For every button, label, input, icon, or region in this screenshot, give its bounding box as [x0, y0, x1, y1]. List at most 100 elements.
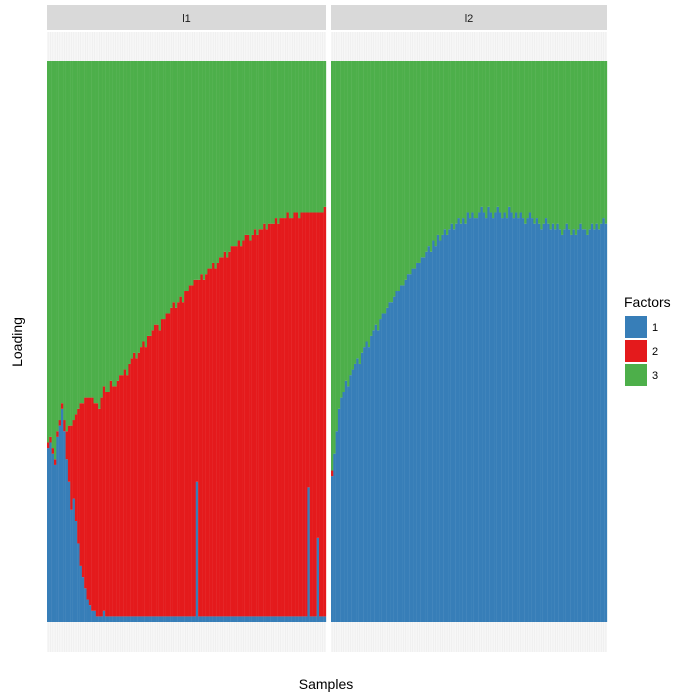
- bar-l1-sample-1-factor-3: [47, 61, 50, 443]
- bar-l2-sample-7-factor-3: [344, 61, 348, 381]
- bar-l1-sample-39-factor-2: [135, 358, 138, 617]
- bar-l1-sample-94-factor-3: [263, 61, 266, 224]
- bar-l1-sample-77-factor-2: [223, 251, 227, 617]
- bar-l1-sample-56-factor-2: [174, 307, 178, 617]
- bar-l1-sample-113-factor-1: [307, 487, 310, 622]
- bar-l1-sample-63-factor-2: [191, 285, 194, 617]
- bar-l2-sample-81-factor-1: [515, 212, 518, 622]
- bar-l1-sample-75-factor-1: [219, 616, 222, 622]
- bar-l1-sample-39-factor-1: [135, 616, 138, 622]
- bar-l1-sample-27-factor-2: [107, 391, 110, 617]
- bar-l2-sample-24-factor-3: [383, 61, 387, 314]
- bar-l1-sample-93-factor-3: [260, 61, 264, 230]
- bar-l1-sample-97-factor-3: [270, 61, 273, 224]
- bar-l1-sample-45-factor-2: [149, 335, 152, 617]
- bar-l1-sample-42-factor-1: [142, 616, 145, 622]
- bar-l2-sample-17-factor-1: [367, 347, 371, 622]
- bar-l2-sample-98-factor-1: [554, 229, 557, 623]
- bar-l1-sample-88-factor-3: [249, 61, 252, 241]
- bar-l2-sample-68-factor-1: [485, 218, 488, 622]
- bar-l1-sample-60-factor-3: [184, 61, 187, 292]
- bar-l2-sample-103-factor-3: [565, 61, 569, 224]
- bar-l2-sample-59-factor-3: [464, 61, 467, 224]
- bar-l2-sample-29-factor-3: [395, 61, 398, 292]
- bar-l1-sample-90-factor-2: [253, 229, 257, 617]
- bar-l2-sample-30-factor-1: [397, 291, 401, 622]
- bar-l1-sample-47-factor-2: [153, 324, 157, 617]
- bar-l2-sample-37-factor-3: [413, 61, 417, 269]
- bar-l2-sample-57-factor-1: [459, 223, 463, 622]
- bar-l2-sample-78-factor-1: [508, 206, 511, 623]
- bar-l1-sample-115-factor-3: [312, 61, 315, 213]
- bar-l1-sample-20-factor-1: [91, 610, 94, 622]
- bar-l2-sample-16-factor-3: [365, 61, 368, 342]
- bar-l1-sample-84-factor-2: [239, 246, 243, 617]
- bar-l1-sample-34-factor-2: [123, 369, 127, 617]
- bar-l2-sample-14-factor-1: [360, 352, 364, 622]
- bar-l1-sample-65-factor-3: [195, 61, 199, 280]
- bar-l2-sample-90-factor-3: [535, 61, 539, 219]
- bar-l1-sample-17-factor-3: [84, 61, 87, 398]
- bar-l2-sample-40-factor-1: [420, 257, 424, 622]
- bar-l1-sample-97-factor-1: [270, 616, 273, 622]
- bar-l1-sample-51-factor-3: [163, 61, 166, 320]
- facet-strip: [331, 5, 607, 30]
- bar-l2-sample-114-factor-3: [590, 61, 594, 224]
- bar-l1-sample-67-factor-2: [200, 274, 203, 617]
- bar-l2-sample-75-factor-3: [501, 61, 504, 219]
- bar-l1-sample-35-factor-1: [126, 616, 129, 622]
- bar-l1-sample-87-factor-3: [246, 61, 250, 235]
- bar-l1-sample-13-factor-3: [74, 61, 78, 415]
- bar-l1-sample-10-factor-2: [67, 425, 71, 482]
- bar-l1-sample-37-factor-2: [130, 358, 134, 617]
- bar-l2-sample-27-factor-1: [390, 302, 394, 622]
- bar-l1-sample-7-factor-3: [60, 61, 64, 404]
- bar-l1-sample-10-factor-1: [67, 481, 71, 622]
- bar-l1-sample-119-factor-2: [321, 212, 324, 617]
- bar-l1-sample-59-factor-2: [181, 302, 185, 617]
- bar-l1-sample-57-factor-3: [177, 61, 180, 303]
- bar-l1-sample-120-factor-2: [323, 206, 327, 617]
- bar-l1-sample-7-factor-2: [60, 403, 64, 409]
- bar-l2-sample-26-factor-3: [388, 61, 391, 303]
- bar-l2-sample-93-factor-3: [542, 61, 546, 224]
- bar-l2-sample-58-factor-3: [462, 61, 465, 219]
- bar-l1-sample-56-factor-1: [174, 616, 178, 622]
- bar-l1-sample-18-factor-3: [86, 61, 90, 398]
- bar-l1-sample-11-factor-1: [70, 509, 73, 622]
- bar-l1-sample-118-factor-3: [319, 61, 322, 213]
- bar-l1-sample-69-factor-1: [205, 616, 208, 622]
- bar-l2-sample-79-factor-1: [510, 212, 513, 622]
- bar-l1-sample-105-factor-3: [288, 61, 292, 219]
- bar-l1-sample-100-factor-1: [277, 616, 280, 622]
- bar-l1-sample-82-factor-3: [235, 61, 238, 247]
- bar-l2-sample-80-factor-1: [512, 218, 516, 622]
- bar-l1-sample-110-factor-2: [300, 212, 303, 617]
- bar-l1-sample-60-factor-1: [184, 616, 187, 622]
- bar-l1-sample-16-factor-2: [81, 403, 85, 578]
- legend-key-3: [625, 364, 647, 386]
- bar-l2-sample-56-factor-3: [457, 61, 460, 219]
- bar-l1-sample-113-factor-2: [307, 212, 310, 488]
- bar-l1-sample-26-factor-2: [105, 391, 108, 617]
- bar-l1-sample-23-factor-3: [98, 61, 101, 409]
- bar-l2-sample-78-factor-3: [508, 61, 511, 207]
- bar-l2-sample-89-factor-1: [533, 223, 536, 622]
- bar-l2-sample-21-factor-3: [377, 61, 380, 331]
- bar-l1-sample-62-factor-2: [188, 285, 192, 617]
- bar-l1-sample-36-factor-2: [128, 363, 131, 617]
- legend-label-3: 3: [652, 370, 658, 382]
- bar-l1-sample-68-factor-2: [202, 279, 206, 617]
- bar-l1-sample-116-factor-3: [314, 61, 317, 213]
- bar-l1-sample-62-factor-1: [188, 616, 192, 622]
- bar-l1-sample-92-factor-1: [258, 616, 262, 622]
- bar-l2-sample-71-factor-1: [492, 218, 495, 622]
- bar-l1-sample-73-factor-3: [214, 61, 217, 269]
- bar-l1-sample-16-factor-1: [81, 577, 85, 622]
- bar-l2-sample-42-factor-3: [425, 61, 428, 252]
- bar-l2-sample-105-factor-3: [570, 61, 573, 235]
- bar-l1-sample-21-factor-1: [93, 610, 96, 622]
- legend-label-1: 1: [652, 322, 658, 334]
- bar-l1-sample-30-factor-2: [114, 386, 117, 617]
- bar-l2-sample-44-factor-1: [429, 251, 433, 623]
